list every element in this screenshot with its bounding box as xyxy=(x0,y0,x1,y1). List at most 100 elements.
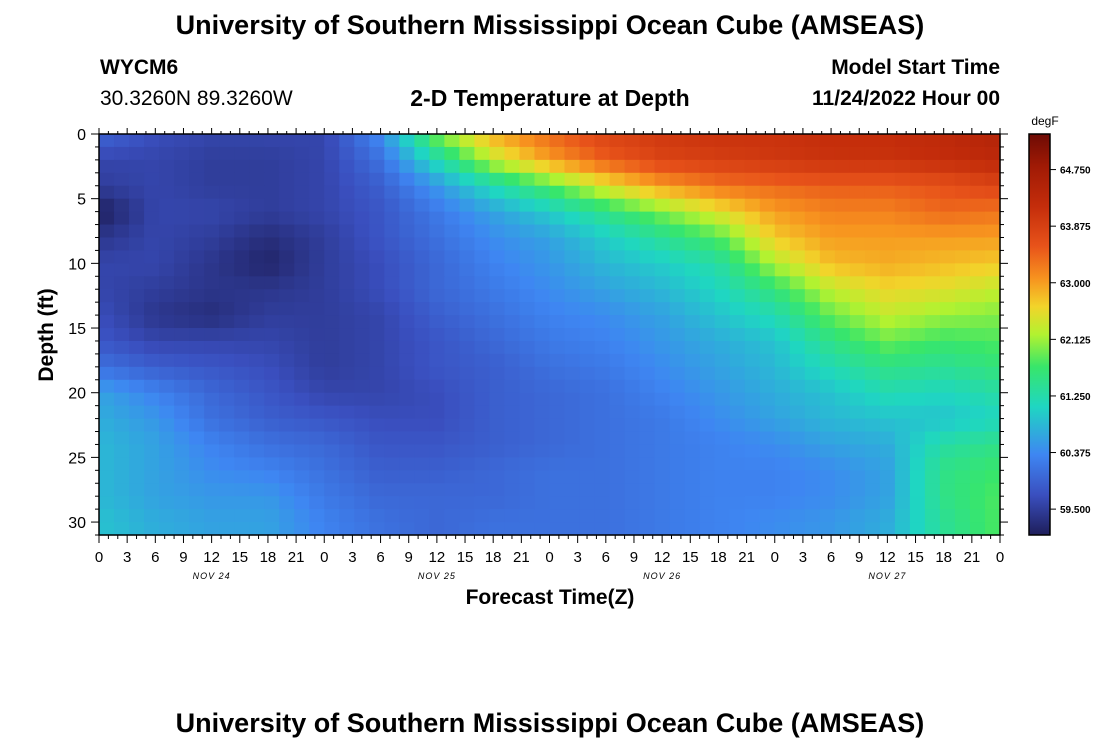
heatmap-cell xyxy=(789,444,806,458)
heatmap-cell xyxy=(639,470,656,484)
heatmap-cell xyxy=(144,418,160,433)
heatmap-cell xyxy=(819,198,836,213)
heatmap-cell xyxy=(159,496,175,510)
heatmap-cell xyxy=(549,470,566,484)
heatmap-cell xyxy=(924,405,941,420)
heatmap-cell xyxy=(594,146,611,161)
heatmap-cell xyxy=(969,185,986,200)
heatmap-cell xyxy=(429,328,445,342)
heatmap-cell xyxy=(534,263,551,277)
heatmap-cell xyxy=(399,483,415,497)
heatmap-cell xyxy=(669,224,686,239)
heatmap-cell xyxy=(174,418,190,433)
heatmap-cell xyxy=(354,522,370,536)
heatmap-cell xyxy=(174,185,190,200)
heatmap-cell xyxy=(849,483,866,497)
heatmap-cell xyxy=(519,211,536,226)
heatmap-cell xyxy=(864,457,881,471)
heatmap-cell xyxy=(534,159,551,174)
heatmap-cell xyxy=(969,211,986,226)
heatmap-cell xyxy=(534,509,551,523)
heatmap-cell xyxy=(414,392,430,407)
heatmap-cell xyxy=(519,366,536,381)
heatmap-cell xyxy=(234,185,250,200)
heatmap-cell xyxy=(339,237,355,252)
heatmap-cell xyxy=(774,379,791,394)
heatmap-cell xyxy=(99,405,115,420)
heatmap-cell xyxy=(429,315,445,329)
heatmap-cell xyxy=(174,237,190,252)
heatmap-cell xyxy=(969,392,986,407)
heatmap-cell xyxy=(339,405,355,420)
heatmap-cell xyxy=(864,328,881,342)
heatmap-cell xyxy=(864,379,881,394)
heatmap-cell xyxy=(699,444,716,458)
heatmap-cell xyxy=(594,224,611,239)
heatmap-cell xyxy=(639,289,656,303)
heatmap-cell xyxy=(354,172,370,187)
heatmap-cell xyxy=(159,483,175,497)
heatmap-cell xyxy=(204,289,220,303)
heatmap-cell xyxy=(309,418,325,433)
heatmap-cell xyxy=(849,392,866,407)
heatmap-cell xyxy=(759,483,776,497)
heatmap-cell xyxy=(894,496,911,510)
heatmap-cell xyxy=(669,444,686,458)
heatmap-cell xyxy=(384,431,400,446)
heatmap-cell xyxy=(534,405,551,420)
heatmap-cell xyxy=(399,379,415,394)
heatmap-cell xyxy=(234,431,250,446)
heatmap-cell xyxy=(99,237,115,252)
heatmap-cell xyxy=(849,263,866,277)
heatmap-cell xyxy=(804,379,821,394)
heatmap-cell xyxy=(294,302,310,316)
heatmap-cell xyxy=(879,496,896,510)
heatmap-cell xyxy=(474,276,491,290)
heatmap-cell xyxy=(519,185,536,200)
heatmap-cell xyxy=(624,418,641,433)
heatmap-cell xyxy=(189,263,205,277)
heatmap-cell xyxy=(789,328,806,342)
heatmap-cell xyxy=(369,392,385,407)
heatmap-cell xyxy=(834,522,851,536)
heatmap-cell xyxy=(204,134,220,148)
heatmap-cell xyxy=(414,315,430,329)
heatmap-cell xyxy=(954,289,971,303)
heatmap-cell xyxy=(774,146,791,161)
heatmap-cell xyxy=(129,366,145,381)
heatmap-cell xyxy=(774,159,791,174)
heatmap-cell xyxy=(219,134,235,148)
heatmap-cell xyxy=(324,353,340,368)
heatmap-cell xyxy=(684,146,701,161)
heatmap-cell xyxy=(789,496,806,510)
heatmap-cell xyxy=(849,198,866,213)
heatmap-cell xyxy=(954,366,971,381)
heatmap-cell xyxy=(489,405,506,420)
heatmap-cell xyxy=(564,224,581,239)
heatmap-cell xyxy=(324,379,340,394)
heatmap-cell xyxy=(834,302,851,316)
heatmap-cell xyxy=(864,340,881,355)
heatmap-cell xyxy=(384,237,400,252)
heatmap-cell xyxy=(249,457,265,471)
model-start-time: 11/24/2022 Hour 00 xyxy=(812,87,1000,110)
heatmap-cell xyxy=(504,379,521,394)
heatmap-cell xyxy=(459,134,476,148)
heatmap-cell xyxy=(834,509,851,523)
heatmap-cell xyxy=(219,457,235,471)
heatmap-cell xyxy=(609,211,626,226)
heatmap-cell xyxy=(564,444,581,458)
heatmap-cell xyxy=(849,328,866,342)
heatmap-cell xyxy=(714,353,731,368)
heatmap-cell xyxy=(729,392,746,407)
heatmap-cell xyxy=(159,172,175,187)
heatmap-cell xyxy=(219,353,235,368)
heatmap-cell xyxy=(579,392,596,407)
heatmap-cell xyxy=(789,224,806,239)
heatmap-cell xyxy=(669,392,686,407)
heatmap-cell xyxy=(354,353,370,368)
heatmap-cell xyxy=(969,263,986,277)
heatmap-cell xyxy=(474,366,491,381)
heatmap-cell xyxy=(969,444,986,458)
heatmap-cell xyxy=(99,392,115,407)
